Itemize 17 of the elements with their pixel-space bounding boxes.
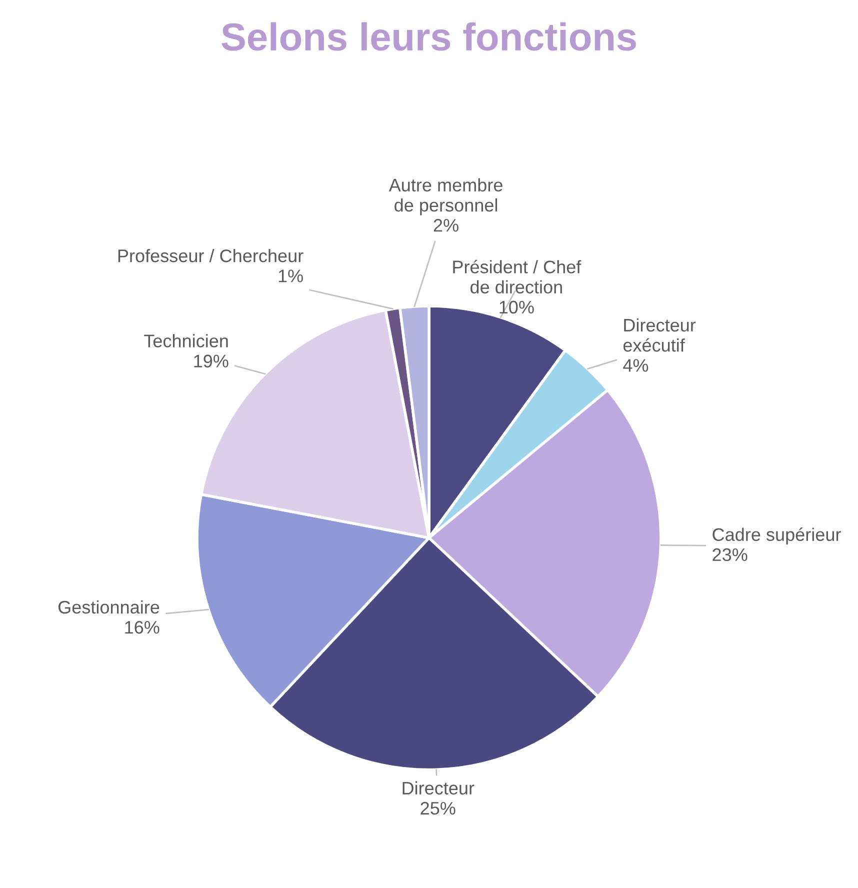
data-label: 25% <box>420 802 456 815</box>
data-label: 4% <box>623 359 648 372</box>
data-label: 10% <box>500 300 534 314</box>
slice-label: Autre membre de personnel <box>388 178 502 216</box>
data-label: 19% <box>194 354 228 368</box>
chart-title: Selons leurs fonctions <box>222 22 636 51</box>
data-label: 23% <box>712 548 748 562</box>
slice-label: Cadre supérieur <box>712 528 841 545</box>
data-label: 16% <box>125 620 160 634</box>
slice-label: Technicien <box>144 334 228 348</box>
slice-label: Gestionnaire <box>58 600 160 614</box>
data-label: 1% <box>278 270 303 282</box>
slice-label: Directeur exécutif <box>623 318 696 352</box>
slice-label: Professeur / Chercheur <box>118 248 304 262</box>
slice-label: Président / Chef de direction <box>453 260 582 294</box>
slice-label: Directeur <box>402 781 474 795</box>
data-label: 2% <box>434 218 458 232</box>
